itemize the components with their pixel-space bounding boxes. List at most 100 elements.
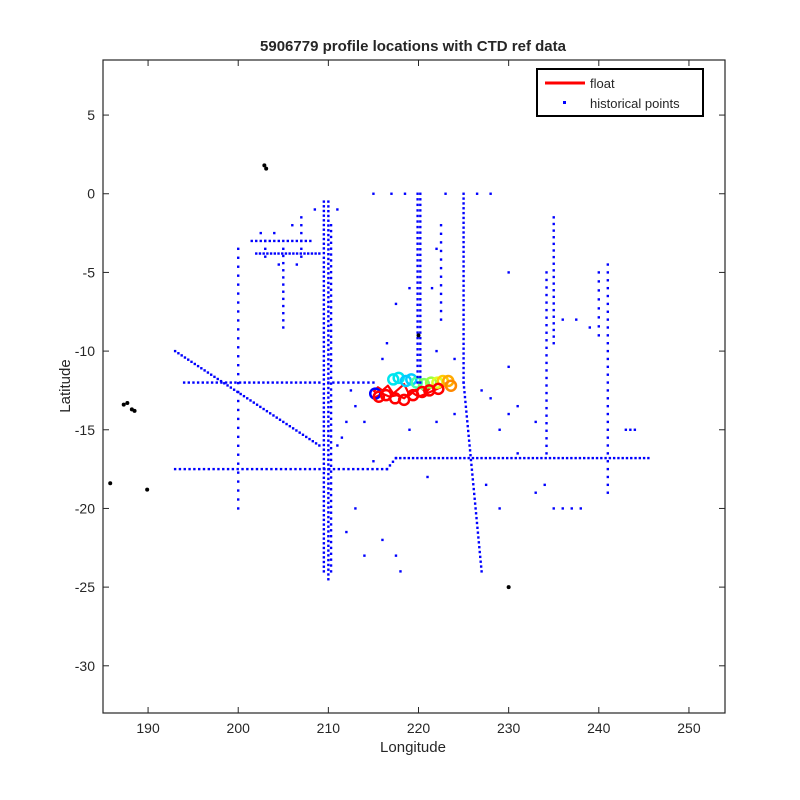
historical-point bbox=[462, 270, 465, 273]
historical-point bbox=[262, 381, 265, 384]
historical-point bbox=[327, 219, 330, 222]
historical-point bbox=[347, 467, 350, 471]
historical-point bbox=[430, 286, 434, 290]
historical-point bbox=[553, 456, 556, 460]
historical-point bbox=[276, 381, 279, 384]
historical-point bbox=[327, 286, 330, 289]
historical-point bbox=[329, 288, 333, 291]
historical-point bbox=[506, 456, 509, 460]
historical-point bbox=[322, 336, 326, 339]
historical-point bbox=[435, 349, 438, 353]
historical-point bbox=[332, 467, 336, 471]
historical-point bbox=[484, 483, 488, 487]
historical-point bbox=[329, 306, 333, 309]
historical-point bbox=[322, 373, 326, 376]
axes-frame bbox=[102, 59, 726, 714]
historical-point bbox=[606, 286, 610, 290]
historical-point bbox=[322, 209, 326, 213]
historical-point bbox=[173, 467, 177, 471]
historical-point bbox=[329, 235, 333, 239]
historical-point bbox=[322, 200, 326, 203]
historical-point bbox=[462, 371, 465, 375]
historical-point bbox=[327, 434, 330, 438]
historical-point bbox=[381, 357, 384, 361]
historical-point bbox=[329, 358, 333, 362]
historical-point bbox=[183, 467, 186, 471]
historical-point bbox=[329, 335, 333, 338]
historical-point bbox=[327, 535, 330, 538]
historical-point bbox=[462, 308, 465, 312]
historical-point bbox=[545, 422, 548, 425]
historical-point bbox=[419, 320, 422, 323]
historical-point bbox=[291, 239, 294, 243]
historical-point bbox=[419, 375, 422, 379]
historical-point bbox=[327, 358, 330, 361]
historical-point bbox=[234, 381, 237, 384]
historical-point bbox=[237, 444, 240, 447]
historical-point bbox=[354, 507, 357, 510]
historical-point bbox=[322, 411, 326, 414]
historical-point bbox=[606, 381, 610, 384]
historical-point bbox=[419, 342, 422, 345]
historical-point bbox=[327, 377, 330, 380]
historical-point bbox=[239, 392, 242, 396]
historical-point bbox=[329, 282, 333, 286]
historical-point bbox=[243, 381, 246, 384]
historical-point bbox=[322, 350, 326, 353]
historical-point bbox=[322, 462, 326, 465]
historical-point bbox=[606, 467, 610, 471]
historical-point bbox=[552, 242, 555, 246]
historical-point bbox=[258, 252, 262, 255]
historical-point bbox=[416, 286, 419, 290]
historical-point bbox=[462, 294, 465, 297]
historical-point bbox=[545, 293, 548, 297]
historical-point bbox=[600, 456, 603, 460]
historical-point bbox=[322, 443, 326, 447]
historical-point bbox=[621, 456, 624, 460]
historical-point bbox=[282, 239, 285, 243]
historical-point bbox=[465, 410, 468, 413]
historical-point bbox=[206, 371, 210, 374]
historical-point bbox=[545, 286, 548, 289]
historical-point bbox=[454, 456, 458, 460]
historical-point bbox=[527, 456, 530, 460]
historical-point bbox=[237, 292, 240, 295]
historical-point bbox=[416, 231, 419, 234]
historical-point bbox=[385, 342, 389, 345]
historical-point bbox=[282, 326, 285, 329]
historical-point bbox=[327, 429, 330, 433]
historical-point bbox=[540, 456, 543, 460]
land-point bbox=[145, 487, 150, 492]
historical-point bbox=[329, 452, 333, 456]
historical-point bbox=[292, 252, 295, 255]
historical-point bbox=[327, 563, 330, 567]
historical-point bbox=[462, 289, 465, 292]
historical-point bbox=[329, 488, 333, 491]
historical-point bbox=[416, 253, 419, 257]
x-tick-label: 220 bbox=[407, 720, 431, 736]
historical-point bbox=[237, 328, 240, 331]
historical-point bbox=[476, 456, 479, 460]
historical-point bbox=[437, 456, 440, 460]
historical-point bbox=[232, 388, 236, 391]
historical-point bbox=[345, 530, 348, 534]
historical-point bbox=[462, 362, 465, 365]
historical-point bbox=[291, 427, 295, 430]
legend-box bbox=[536, 68, 704, 117]
historical-point bbox=[241, 467, 244, 471]
historical-point bbox=[322, 528, 326, 531]
historical-point bbox=[329, 511, 333, 514]
historical-point bbox=[612, 456, 616, 460]
historical-point bbox=[188, 467, 191, 471]
historical-point bbox=[322, 382, 326, 386]
historical-point bbox=[545, 346, 548, 350]
historical-point bbox=[507, 271, 510, 274]
historical-point bbox=[606, 302, 610, 306]
historical-point bbox=[295, 429, 298, 432]
historical-point bbox=[462, 386, 466, 389]
historical-point bbox=[327, 539, 330, 543]
historical-point bbox=[575, 318, 578, 321]
historical-point bbox=[478, 550, 481, 554]
historical-point bbox=[327, 530, 330, 533]
